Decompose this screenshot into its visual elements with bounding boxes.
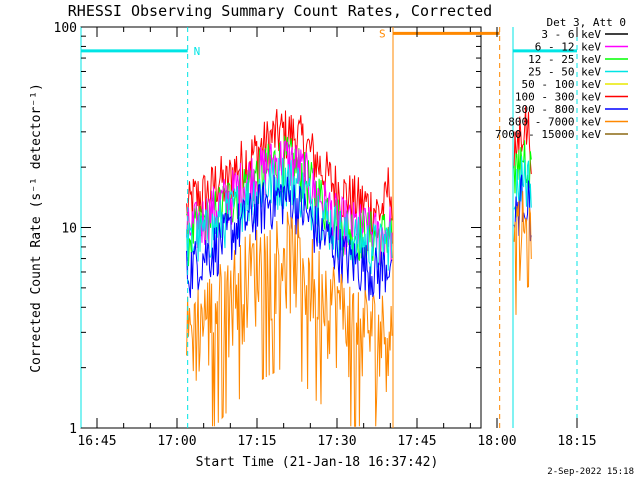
x-tick-label-0: 16:45 (77, 434, 116, 449)
x-tick-label-3: 17:30 (317, 434, 356, 449)
legend-entry-label-3: 25 - 50 keV (528, 66, 601, 79)
legend-entry-label-8: 7000 - 15000 keV (495, 128, 601, 141)
x-tick-label-5: 18:00 (477, 434, 516, 449)
y-tick-label-0: 1 (69, 422, 77, 437)
date-stamp: 2-Sep-2022 15:18 (547, 467, 634, 477)
x-tick-label-6: 18:15 (557, 434, 596, 449)
x-axis-label: Start Time (21-Jan-18 16:37:42) (196, 455, 439, 470)
flag-label-s: S (379, 27, 386, 40)
legend-entry-label-0: 3 - 6 keV (541, 28, 601, 41)
legend-title: Det 3, Att 0 (547, 16, 626, 29)
legend-entry-label-5: 100 - 300 keV (515, 91, 601, 104)
flag-label-n: N (194, 45, 201, 58)
series-profile-5 (186, 211, 393, 427)
legend-entry-label-4: 50 - 100 keV (522, 78, 602, 91)
plot-frame (80, 26, 482, 429)
y-tick-label-2: 100 (54, 21, 77, 36)
series-profile-8 (513, 156, 532, 218)
legend-entry-label-1: 6 - 12 keV (535, 41, 602, 54)
legend-entry-label-2: 12 - 25 keV (528, 53, 601, 66)
x-tick-label-1: 17:00 (157, 434, 196, 449)
series-profile-0 (186, 109, 393, 238)
chart-title: RHESSI Observing Summary Count Rates, Co… (68, 2, 492, 20)
series-profile-10 (513, 191, 532, 315)
series-profile-4 (186, 174, 393, 301)
y-tick-label-1: 10 (61, 222, 77, 237)
series-profile-2 (186, 139, 393, 266)
x-tick-label-2: 17:15 (237, 434, 276, 449)
x-tick-label-4: 17:45 (397, 434, 436, 449)
plot-area: N S 1 10 100 16:45 17:00 17:15 17:30 17:45 18:00 18… (54, 21, 597, 449)
series-profile-6 (513, 106, 532, 175)
legend-entry-label-7: 800 - 7000 keV (508, 116, 601, 129)
legend-entry-label-6: 300 - 800 keV (515, 103, 601, 116)
y-axis-label: Corrected Count Rate (s⁻¹ detector⁻¹) (29, 83, 44, 373)
